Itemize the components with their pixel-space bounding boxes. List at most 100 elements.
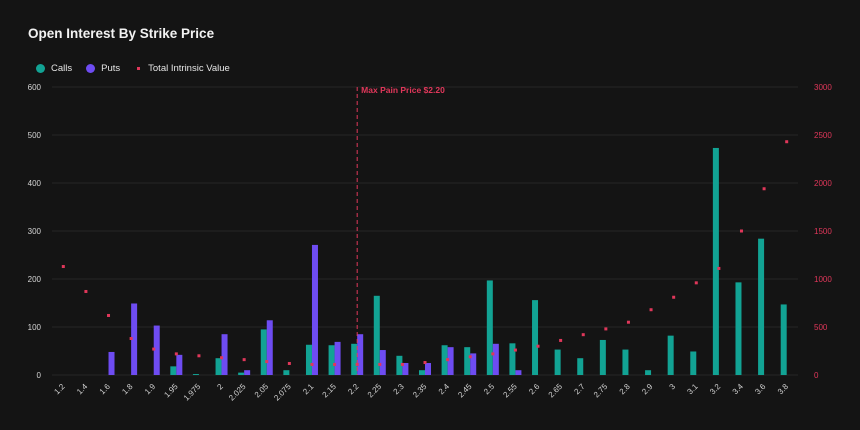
calls-bar	[283, 370, 290, 375]
x-tick-label: 3.8	[776, 382, 791, 397]
intrinsic-point	[84, 289, 88, 293]
puts-bar	[266, 320, 273, 375]
x-tick-label: 2.075	[272, 382, 293, 403]
x-tick-label: 3.4	[731, 382, 746, 397]
intrinsic-point	[152, 347, 156, 351]
intrinsic-point	[378, 362, 382, 366]
calls-swatch-icon	[36, 64, 45, 73]
right-tick-label: 3000	[814, 83, 832, 92]
x-tick-label: 2.35	[411, 382, 429, 400]
x-tick-label: 2.025	[227, 382, 248, 403]
puts-bar	[153, 325, 160, 375]
x-tick-label: 1.6	[98, 382, 113, 397]
intrinsic-point	[174, 352, 178, 356]
chart-legend: Calls Puts Total Intrinsic Value	[36, 63, 244, 74]
x-tick-label: 2.1	[301, 382, 316, 397]
legend-item-puts[interactable]: Puts	[86, 63, 120, 74]
puts-bar	[131, 303, 138, 375]
puts-bar	[515, 370, 522, 375]
intrinsic-point	[513, 348, 517, 352]
calls-bar	[238, 372, 245, 375]
x-tick-label: 2.05	[253, 382, 271, 400]
calls-bar	[758, 238, 765, 375]
calls-bar	[170, 366, 177, 375]
intrinsic-point	[400, 362, 404, 366]
intrinsic-point	[762, 187, 766, 191]
left-y-axis: 0 100 200 300 400 500 600	[28, 83, 42, 380]
puts-bar	[447, 347, 454, 375]
intrinsic-point	[446, 358, 450, 362]
intrinsic-point	[491, 352, 495, 356]
intrinsic-point	[536, 344, 540, 348]
right-tick-label: 0	[814, 371, 819, 380]
calls-bar	[554, 349, 561, 375]
calls-bar	[667, 335, 674, 375]
intrinsic-point	[310, 362, 314, 366]
legend-label-intrinsic: Total Intrinsic Value	[148, 63, 230, 74]
calls-bar	[260, 329, 267, 375]
intrinsic-point	[220, 356, 224, 360]
calls-bar	[351, 343, 358, 375]
right-tick-label: 2500	[814, 131, 832, 140]
max-pain-label: Max Pain Price $2.20	[361, 85, 445, 95]
left-tick-label: 300	[28, 227, 42, 236]
intrinsic-point	[604, 327, 608, 331]
intrinsic-point	[559, 338, 563, 342]
legend-item-intrinsic[interactable]: Total Intrinsic Value	[134, 63, 230, 74]
x-tick-label: 1.9	[143, 382, 158, 397]
puts-bar	[244, 370, 251, 375]
x-tick-label: 2.65	[547, 382, 565, 400]
calls-bar	[690, 351, 697, 375]
x-tick-label: 2.9	[640, 382, 655, 397]
puts-bar	[221, 334, 228, 375]
puts-bar	[425, 363, 431, 375]
puts-bar	[108, 351, 115, 375]
left-tick-label: 400	[28, 179, 42, 188]
grid-lines	[52, 86, 798, 376]
max-pain-annotation: Max Pain Price $2.20	[356, 85, 445, 375]
intrinsic-point	[717, 266, 721, 270]
calls-bar	[305, 344, 312, 375]
x-tick-label: 3	[668, 382, 678, 392]
intrinsic-point	[333, 362, 337, 366]
intrinsic-point	[649, 308, 653, 312]
calls-bar	[215, 358, 222, 375]
right-tick-label: 2000	[814, 179, 832, 188]
calls-bar	[419, 370, 425, 375]
intrinsic-point	[694, 281, 698, 285]
x-tick-label: 2.45	[456, 382, 474, 400]
x-tick-label: 3.6	[753, 382, 768, 397]
legend-item-calls[interactable]: Calls	[36, 63, 72, 74]
x-tick-label: 2.55	[501, 382, 519, 400]
intrinsic-point	[672, 295, 676, 299]
intrinsic-point	[265, 360, 269, 364]
x-tick-label: 2.4	[437, 382, 452, 397]
x-tick-label: 2	[215, 382, 225, 392]
left-tick-label: 100	[28, 323, 42, 332]
puts-bar	[402, 363, 409, 375]
intrinsic-point	[197, 354, 201, 358]
puts-bar	[492, 343, 499, 375]
calls-bar	[328, 345, 335, 375]
intrinsic-point	[61, 265, 65, 269]
x-tick-label: 1.4	[75, 382, 90, 397]
x-tick-label: 2.2	[346, 382, 361, 397]
puts-bar	[311, 244, 318, 375]
puts-swatch-icon	[86, 64, 96, 73]
calls-bar	[532, 300, 539, 375]
x-tick-label: 1.95	[162, 382, 180, 400]
calls-bar	[735, 282, 742, 375]
intrinsic-point	[129, 337, 133, 341]
legend-label-puts: Puts	[101, 63, 121, 74]
puts-bar	[334, 341, 341, 375]
puts-bar	[176, 354, 183, 375]
x-axis: 1.2 1.4 1.6 1.8 1.9 1.95 1.975 2 2.025 2.05 2.075 2…	[52, 382, 790, 403]
puts-bar	[357, 334, 364, 375]
x-tick-label: 3.2	[708, 382, 723, 397]
right-tick-label: 1000	[814, 275, 832, 284]
calls-bar	[645, 370, 652, 375]
x-tick-label: 1.8	[120, 382, 135, 397]
intrinsic-point	[287, 361, 291, 365]
left-tick-label: 0	[37, 371, 42, 380]
